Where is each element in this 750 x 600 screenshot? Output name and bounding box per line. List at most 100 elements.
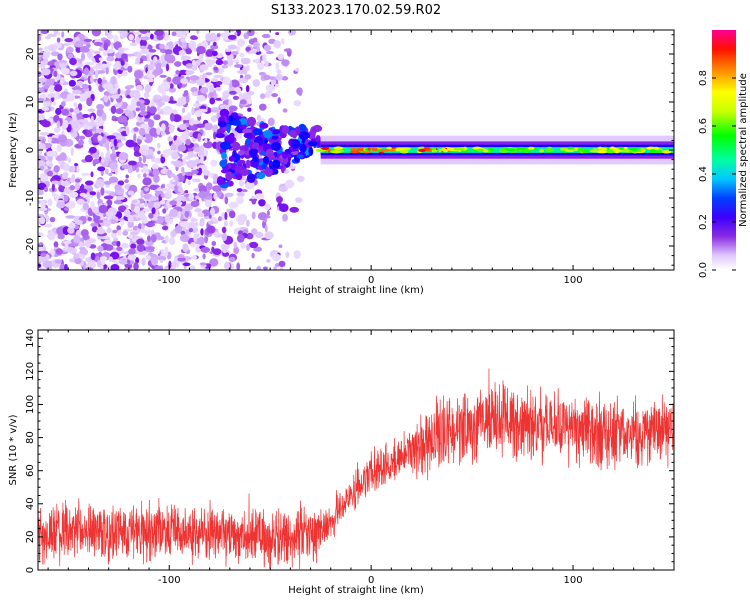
spectrogram-cell	[154, 265, 163, 270]
spectrogram-cell	[104, 190, 112, 194]
spectrogram-cell	[182, 40, 187, 49]
spectrogram-cell	[47, 93, 56, 98]
spectrogram-cell	[66, 46, 74, 54]
spectrogram-cell	[95, 178, 105, 188]
spectrogram-cell	[246, 243, 250, 251]
spectrogram-cell	[111, 115, 117, 120]
spectrogram-cell	[245, 159, 251, 169]
spectrogram-cell	[308, 147, 314, 156]
spectrogram-cell	[263, 156, 269, 165]
spectrogram-y-ticks: -20 -10 0 10 20	[25, 34, 674, 266]
spectrogram-cell	[259, 122, 269, 129]
spectrogram-cell	[222, 91, 230, 100]
spectrogram-cell	[83, 184, 93, 189]
spectrogram-cell	[151, 207, 156, 215]
spectrogram-cell	[113, 138, 118, 147]
spectrogram-cell	[238, 150, 245, 156]
spectrogram-cell	[148, 119, 155, 128]
spectrogram-cell	[39, 172, 49, 182]
spectrogram-cell	[560, 147, 566, 151]
spectrogram-cell	[53, 30, 59, 35]
spectrogram-cell	[256, 265, 262, 270]
spectrogram-cell	[118, 205, 127, 213]
spectrogram-cell	[162, 225, 169, 231]
spectrogram-cell	[92, 152, 100, 159]
spectrogram-cell	[109, 219, 117, 225]
spectrogram-cell	[229, 220, 234, 227]
spectrogram-cell	[60, 180, 71, 187]
spectrogram-cell	[74, 253, 80, 259]
spectrogram-cell	[86, 51, 93, 58]
spectrogram-cell	[499, 148, 505, 152]
spectrogram-cell	[139, 149, 149, 156]
spectrogram-cell	[146, 222, 155, 227]
spectrogram-cell	[45, 78, 54, 87]
spectrogram-cell	[38, 142, 46, 151]
spectrogram-cell	[120, 90, 126, 95]
spectrogram-cell	[58, 60, 68, 64]
x-tick-label: 100	[564, 575, 583, 586]
spectrogram-cell	[51, 192, 56, 197]
spectrogram-cell	[206, 59, 216, 65]
spectrogram-cell	[160, 249, 164, 254]
spectrogram-cell	[130, 142, 139, 147]
spectrogram-cell	[237, 38, 246, 47]
spectrogram-cell	[231, 30, 234, 33]
spectrogram-cell	[216, 179, 226, 185]
spectrogram-cell	[38, 114, 46, 121]
spectrogram-cell	[123, 209, 131, 218]
spectrogram-cell	[164, 49, 173, 55]
spectrogram-cell	[236, 191, 245, 197]
spectrogram-cell	[224, 261, 230, 270]
spectrogram-cell	[47, 33, 57, 37]
spectrogram-cell	[87, 217, 92, 221]
spectrogram-cell	[418, 148, 427, 152]
spectrogram-cell	[160, 95, 170, 103]
spectrogram-cell	[106, 135, 116, 140]
spectrogram-cell	[62, 81, 70, 86]
spectrogram-cell	[232, 59, 239, 63]
spectrogram-cell	[84, 154, 93, 163]
spectrogram-cell	[162, 149, 170, 158]
spectrogram-cell	[86, 43, 91, 48]
spectrogram-cell	[145, 246, 155, 251]
spectrogram-cell	[57, 134, 68, 143]
spectrogram-cell	[333, 146, 344, 150]
spectrogram-cell	[613, 150, 620, 154]
spectrogram-cell	[56, 120, 61, 129]
spectrogram-cell	[198, 53, 204, 63]
spectrogram-cell	[149, 195, 158, 202]
spectrogram-cell	[98, 47, 105, 52]
spectrogram-cell	[213, 66, 219, 71]
spectrogram-cell	[242, 189, 248, 193]
spectrogram-cell	[255, 58, 260, 65]
snr-y-ticks: 0 20 40 60 80 100 120 140	[25, 329, 674, 573]
spectrogram-cell	[196, 78, 206, 86]
spectrogram-cell	[49, 137, 60, 144]
spectrogram-cell	[70, 147, 74, 156]
spectrogram-cell	[179, 234, 190, 243]
spectrogram-cell	[181, 131, 190, 140]
spectrogram-cell	[38, 70, 42, 78]
spectrogram-cell	[38, 216, 46, 225]
spectrogram-cell	[290, 150, 300, 156]
spectrogram-cell	[43, 50, 50, 59]
spectrogram-cell	[128, 34, 134, 41]
spectrogram-cell	[98, 57, 104, 61]
spectrogram-cell	[97, 166, 106, 172]
y-tick-label: 0	[25, 567, 36, 573]
spectrogram-cell	[176, 195, 183, 202]
spectrogram-cell	[215, 53, 224, 59]
spectrogram-cell	[235, 173, 243, 181]
spectrogram-cell	[233, 246, 240, 254]
spectrogram-cell	[308, 130, 316, 136]
spectrogram-cell	[53, 91, 59, 100]
spectrogram-cell	[65, 215, 76, 219]
spectrogram-cell	[367, 147, 371, 151]
spectrogram-cell	[76, 62, 84, 68]
spectrogram-cell	[188, 40, 197, 50]
spectrogram-cell	[231, 51, 239, 56]
spectrogram-cell	[217, 120, 227, 128]
spectrogram-cell	[380, 148, 391, 152]
spectrogram-cell	[164, 53, 169, 62]
